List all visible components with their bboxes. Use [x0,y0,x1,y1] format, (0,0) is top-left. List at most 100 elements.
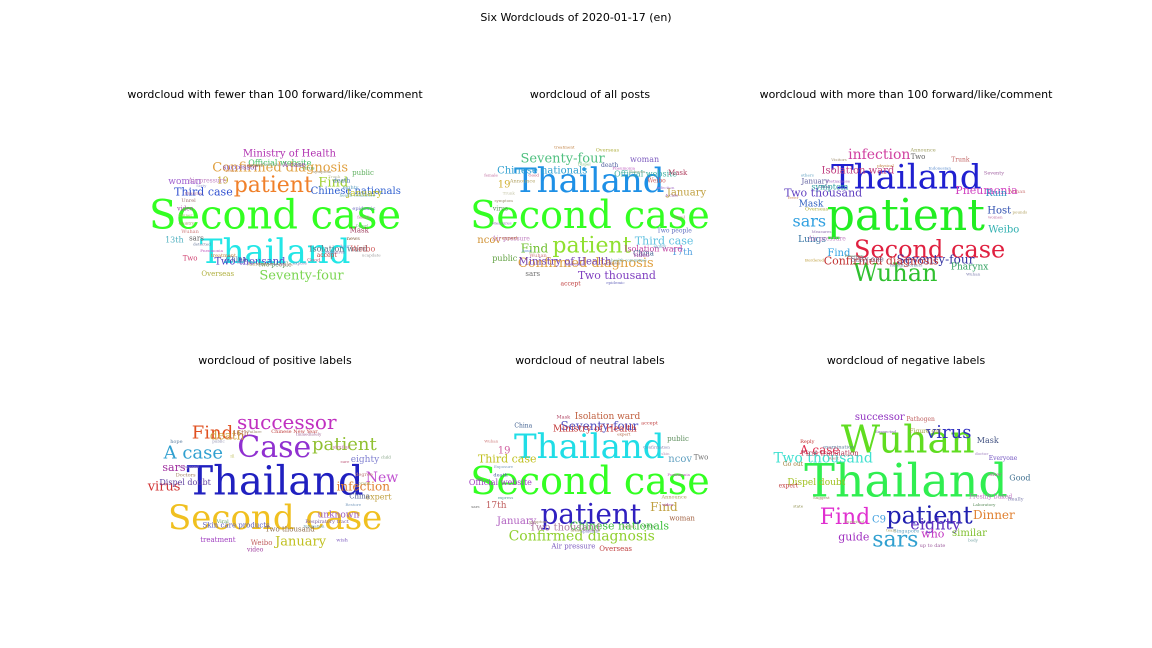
panel-title: wordcloud of positive labels [198,354,352,367]
wordcloud-word: Unrel [181,198,196,204]
wordcloud-word: successor [223,164,258,172]
wordcloud-word: treatment [200,536,236,544]
wordcloud-word: similar [333,444,351,450]
wordcloud-word: Chinese nationals [570,520,670,533]
wordcloud-word: Thailand [514,161,665,201]
wordcloud-word: Ill [230,453,235,458]
wordcloud-word: video [632,252,650,259]
wordcloud-word: Announce [509,179,535,185]
wordcloud-word: virus [925,422,971,443]
wordcloud-panel-3: wordcloud with more than 100 forward/lik… [756,88,1056,318]
wordcloud-word: Find [820,505,871,530]
wordcloud-word: Intimation [303,523,325,528]
wordcloud-word: Two thousand [530,522,602,533]
wordcloud-word: compared [179,464,200,469]
wordcloud-word: Second case [470,459,710,503]
wordcloud-word: A case [163,443,223,464]
wordcloud-word: physical [877,163,894,168]
wordcloud-word: Two thousand [578,269,656,282]
panel-title: wordcloud of negative labels [826,354,986,367]
wordcloud-word: Second case [149,193,401,239]
wordcloud-word: eighty [910,515,961,534]
wordcloud-word: public [212,439,225,444]
wordcloud-word: Weibo [647,177,666,184]
wordcloud-word: Chinese nationals [497,165,587,176]
wordcloud-word: Find [521,242,549,256]
wordcloud-word: Seventy-four [259,269,344,284]
wordcloud-word: fever [788,195,798,200]
wordcloud-word: C9 [872,515,886,526]
wordcloud-word: Two thousand [774,451,873,467]
wordcloud-word: Confirmed diagnosis [212,160,348,175]
wordcloud-panel-1: wordcloud with fewer than 100 forward/li… [125,88,425,318]
wordcloud-word: successor [855,412,905,423]
wordcloud-word: Third case [174,186,233,199]
wordcloud-word: January [273,535,327,550]
wordcloud-panel-6: wordcloud of negative labels Thailand Wuh… [756,354,1056,584]
wordcloud-word: China [349,493,370,501]
wordcloud-word: infection [657,185,675,190]
wordcloud-word: expert [617,431,630,436]
wordcloud-word: similar [952,528,987,539]
wordcloud-word: who [921,528,945,541]
wordcloud-word: Pneumonia [612,165,635,170]
wordcloud-word: accept [561,281,582,288]
wordcloud-word: Trunk [503,190,516,195]
wordcloud-word: Respiratory tract [305,519,348,525]
wordcloud-word: Wuhan [1008,189,1026,195]
wordcloud-word: Confirmation [643,444,670,449]
wordcloud-word: Everyone [989,455,1018,462]
wordcloud-word: Exposure [494,464,514,469]
wordcloud-word: Confirmed diagnosis [824,254,939,267]
wordcloud-word: expert [247,163,263,169]
wordcloud-word: Overseas [596,148,620,154]
wordcloud-word: successor [565,262,585,267]
wordcloud-word: death [493,473,508,479]
wordcloud-word: Pathogen [906,416,935,423]
wordcloud-word: China [633,249,654,257]
wordcloud-word: Find [650,500,678,514]
wordcloud-word: news [610,260,620,265]
wordcloud-word: symptom [313,169,332,174]
wordcloud-word: Announce [246,262,272,268]
wordcloud-word: patient [827,190,986,241]
wordcloud-word: Dispel doubt [159,478,211,487]
wordcloud-word: Two thousand [215,256,287,267]
wordcloud-word: Chinese nationals [311,186,401,197]
wordcloud-word: Mask [557,415,572,421]
wordcloud-word: Chinese New Year [271,429,318,435]
wordcloud-word: 16th [232,430,249,438]
wordcloud-word: China [819,184,831,189]
wordcloud-word: Bordered [805,257,824,262]
wordcloud-word: Pharynx [951,263,988,273]
wordcloud-word: Alert [828,456,839,461]
wordcloud-word: Mask [668,169,688,177]
wordcloud-word: Suspected [875,429,897,434]
wordcloud-word: Announce [910,148,936,154]
wordcloud-word: A case [799,443,840,457]
wordcloud-word: eighty [343,185,359,191]
panel-title: wordcloud of neutral labels [515,354,665,367]
wordcloud-word: health committee [340,193,376,198]
figure-title: Six Wordclouds of 2020-01-17 (en) [480,11,672,24]
wordcloud-word: Isolation ward [822,165,895,176]
wordcloud-word: A case [282,161,306,169]
wordcloud-word: video [176,206,194,213]
wordcloud-word: Good [307,257,321,263]
wordcloud-word: Second case [854,236,1005,264]
wordcloud-word: infection [848,147,910,163]
wordcloud-word: 17th [672,248,693,258]
wordcloud-word: virus [641,524,655,530]
wordcloud-word: ucapdate [362,252,381,257]
wordcloud-word: Wuhan [853,259,937,287]
wordcloud-word: female [357,215,371,220]
wordcloud-word: Skin care products [203,522,271,530]
wordcloud-word: Weibo [351,245,376,254]
wordcloud-word: Find [192,423,233,444]
wordcloud-word: Isolation ward [309,245,367,254]
wordcloud-word: Restore [345,502,361,507]
wordcloud-word: brand [358,481,370,486]
wordcloud-word: Measures [812,229,832,234]
wordcloud-panel-5: wordcloud of neutral labels Second case T… [440,354,740,584]
wordcloud-word: Weibo [988,225,1019,236]
